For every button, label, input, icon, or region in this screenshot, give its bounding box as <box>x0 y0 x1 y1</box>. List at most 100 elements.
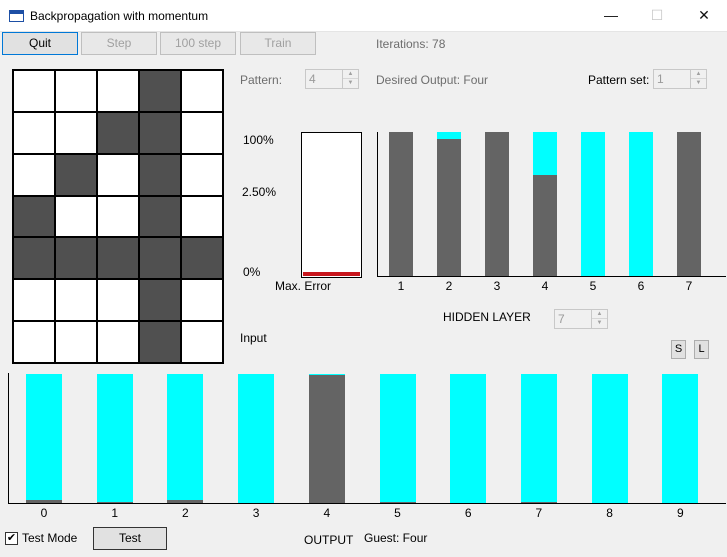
grid-cell[interactable] <box>182 322 222 362</box>
maximize-button[interactable]: ☐ <box>650 7 664 23</box>
grid-cell[interactable] <box>182 71 222 111</box>
grid-cell[interactable] <box>56 322 96 362</box>
max-error-meter <box>301 132 362 278</box>
output-tick-label: 0 <box>40 506 48 520</box>
spin-up-icon[interactable]: ▲ <box>691 70 706 79</box>
grid-cell[interactable] <box>14 154 54 195</box>
iterations-counter: Iterations: 78 <box>376 37 446 51</box>
output-bar <box>520 374 557 503</box>
output-bar-fill <box>308 375 345 503</box>
output-bar-fill <box>520 502 557 503</box>
output-bar-fill <box>26 500 62 503</box>
output-tick-label: 1 <box>111 506 119 520</box>
pattern-spinbox[interactable]: 4 ▲ ▼ <box>305 69 359 89</box>
hidden-bar-fill <box>437 139 461 276</box>
hidden-bar-fill <box>485 132 509 276</box>
grid-cell[interactable] <box>98 154 138 195</box>
hidden-layer-spinbox[interactable]: 7 ▲ ▼ <box>554 309 608 329</box>
hidden-bar-fill <box>677 132 701 276</box>
save-button[interactable]: S <box>671 340 686 359</box>
spin-down-icon[interactable]: ▼ <box>347 80 354 86</box>
output-bar <box>662 374 699 503</box>
pattern-set-spinbox[interactable]: 1 ▲ ▼ <box>653 69 707 89</box>
output-tick-label: 2 <box>182 506 189 520</box>
grid-cell[interactable] <box>140 154 180 195</box>
train-button[interactable]: Train <box>240 32 316 55</box>
grid-cell[interactable] <box>14 71 54 111</box>
grid-cell[interactable] <box>56 112 96 153</box>
pattern-value: 4 <box>309 72 316 86</box>
step-button[interactable]: Step <box>81 32 157 55</box>
test-button[interactable]: Test <box>93 527 167 550</box>
grid-cell[interactable] <box>98 196 138 237</box>
grid-cell[interactable] <box>140 196 180 237</box>
hidden-chart-y-axis <box>377 132 378 277</box>
output-tick-label: 6 <box>464 506 472 520</box>
grid-cell[interactable] <box>98 322 138 362</box>
grid-cell[interactable] <box>14 196 54 237</box>
grid-cell[interactable] <box>182 112 222 153</box>
load-button[interactable]: L <box>694 340 709 359</box>
pattern-label: Pattern: <box>240 73 283 87</box>
grid-cell[interactable] <box>56 154 96 195</box>
app-window-icon <box>9 10 24 22</box>
output-bar-fill <box>379 502 416 503</box>
hidden-bar-fill <box>533 175 557 276</box>
grid-cell[interactable] <box>182 238 222 279</box>
spin-up-icon[interactable]: ▲ <box>592 310 607 319</box>
output-chart-x-axis <box>8 503 726 504</box>
pattern-set-value: 1 <box>657 72 664 86</box>
output-tick-label: 3 <box>252 506 260 520</box>
grid-cell[interactable] <box>98 280 138 321</box>
test-mode-checkbox[interactable]: ✔ <box>5 532 18 545</box>
output-bar <box>450 374 487 503</box>
spin-down-icon[interactable]: ▼ <box>695 80 702 86</box>
output-tick-label: 8 <box>606 506 613 520</box>
grid-cell[interactable] <box>140 322 180 362</box>
output-label: OUTPUT <box>304 533 354 547</box>
hidden-bar <box>533 132 557 276</box>
spin-up-icon[interactable]: ▲ <box>343 70 358 79</box>
grid-cell[interactable] <box>14 280 54 321</box>
quit-button[interactable]: Quit <box>2 32 78 55</box>
title-bar <box>0 0 727 32</box>
hidden-bar <box>485 132 509 276</box>
grid-cell[interactable] <box>98 238 138 279</box>
grid-cell[interactable] <box>14 322 54 362</box>
grid-cell[interactable] <box>14 112 54 153</box>
grid-cell[interactable] <box>182 154 222 195</box>
grid-cell[interactable] <box>98 112 138 153</box>
output-chart-y-axis <box>8 373 9 504</box>
grid-cell[interactable] <box>56 196 96 237</box>
grid-cell[interactable] <box>56 238 96 279</box>
test-mode-label: Test Mode <box>22 531 78 545</box>
output-bar <box>96 374 133 503</box>
input-pattern-grid[interactable] <box>12 69 224 364</box>
hidden-tick-label: 2 <box>445 279 453 293</box>
input-label: Input <box>240 331 267 345</box>
hidden-tick-label: 7 <box>685 279 693 293</box>
output-tick-label: 4 <box>323 506 331 520</box>
grid-cell[interactable] <box>14 238 54 279</box>
hidden-bar <box>581 132 605 276</box>
error-scale-mid: 2.50% <box>242 185 277 199</box>
output-bar <box>167 374 204 503</box>
grid-cell[interactable] <box>140 238 180 279</box>
grid-cell[interactable] <box>182 196 222 237</box>
step-100-button[interactable]: 100 step <box>160 32 236 55</box>
close-button[interactable]: ✕ <box>698 7 710 23</box>
grid-cell[interactable] <box>56 280 96 321</box>
spin-down-icon[interactable]: ▼ <box>596 320 603 326</box>
output-bar <box>308 374 345 503</box>
grid-cell[interactable] <box>56 71 96 111</box>
hidden-bar <box>629 132 653 276</box>
grid-cell[interactable] <box>98 71 138 111</box>
minimize-button[interactable]: — <box>604 7 618 23</box>
hidden-tick-label: 3 <box>493 279 501 293</box>
grid-cell[interactable] <box>140 71 180 111</box>
grid-cell[interactable] <box>140 280 180 321</box>
hidden-tick-label: 5 <box>589 279 597 293</box>
max-error-bar <box>303 272 360 276</box>
grid-cell[interactable] <box>140 112 180 153</box>
grid-cell[interactable] <box>182 280 222 321</box>
